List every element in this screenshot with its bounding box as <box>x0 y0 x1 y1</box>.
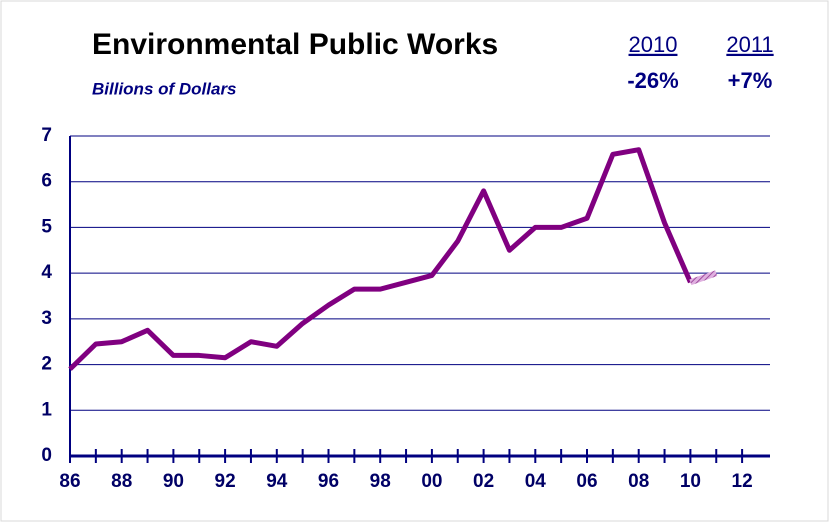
y-tick-label: 2 <box>41 354 52 375</box>
data-line <box>68 147 693 371</box>
x-tick-label: 04 <box>525 471 547 492</box>
chart-title: Environmental Public Works <box>92 28 498 61</box>
y-tick-label: 6 <box>41 171 52 192</box>
y-tick-label: 7 <box>41 125 52 146</box>
x-tick-label: 06 <box>576 471 597 492</box>
y-tick-label: 3 <box>41 308 52 329</box>
annotation-year: 2010 <box>629 32 678 57</box>
x-tick-label: 00 <box>421 471 442 492</box>
x-tick-label: 96 <box>318 471 339 492</box>
x-tick-label: 12 <box>732 471 753 492</box>
chart-subtitle: Billions of Dollars <box>92 79 237 98</box>
x-tick-label: 10 <box>680 471 701 492</box>
x-tick-label: 86 <box>59 471 80 492</box>
y-tick-label: 1 <box>41 399 52 420</box>
x-tick-label: 94 <box>266 471 288 492</box>
y-tick-label: 4 <box>41 262 52 283</box>
x-tick-label: 08 <box>628 471 649 492</box>
annotation-year: 2011 <box>726 32 773 57</box>
x-tick-label: 02 <box>473 471 494 492</box>
x-tick-label: 98 <box>370 471 391 492</box>
annotation-change: -26% <box>627 68 678 93</box>
x-tick-label: 88 <box>111 471 132 492</box>
x-tick-label: 90 <box>163 471 184 492</box>
x-tick-label: 92 <box>215 471 236 492</box>
y-tick-label: 0 <box>41 445 52 466</box>
projection-line <box>689 270 718 286</box>
annotation-change: +7% <box>728 68 773 93</box>
y-tick-label: 5 <box>41 216 52 237</box>
